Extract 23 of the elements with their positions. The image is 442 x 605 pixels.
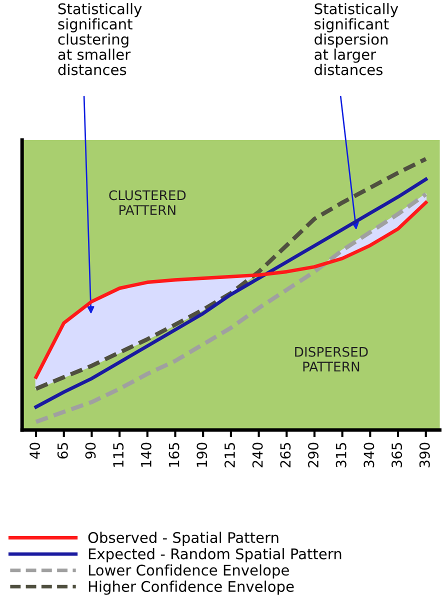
x-tick-label: 390	[419, 442, 430, 468]
legend-label: Observed - Spatial Pattern	[88, 532, 278, 546]
annotation: DISPERSED PATTERN	[295, 346, 368, 372]
x-tick-label: 265	[280, 443, 291, 468]
legend-label: Lower Confidence Envelope	[88, 564, 289, 578]
text: Statistically significant clustering at smaller distances	[58, 3, 142, 76]
x-tick-label: 40	[30, 442, 40, 459]
legend-label: Higher Confidence Envelope	[88, 580, 294, 595]
x-tick-label: 165	[168, 443, 180, 467]
x-tick-label: 140	[140, 442, 152, 467]
x-tick-label: 315	[336, 443, 346, 468]
legend-label: Expected - Random Spatial Pattern	[88, 548, 342, 562]
x-tick-label: 365	[392, 443, 402, 468]
x-tick-label: 90	[85, 442, 96, 459]
x-tick-label: 240	[252, 442, 263, 468]
text: Statistically significant dispersion at larger distances	[314, 3, 398, 76]
x-tick-label: 190	[196, 442, 208, 467]
x-tick-label: 340	[364, 442, 374, 468]
x-tick-label: 290	[308, 442, 319, 468]
x-tick-label: 115	[113, 443, 124, 467]
x-tick-label: 65	[57, 443, 68, 459]
x-tick-label: 215	[224, 443, 235, 468]
annotation: CLUSTERED PATTERN	[109, 190, 186, 215]
